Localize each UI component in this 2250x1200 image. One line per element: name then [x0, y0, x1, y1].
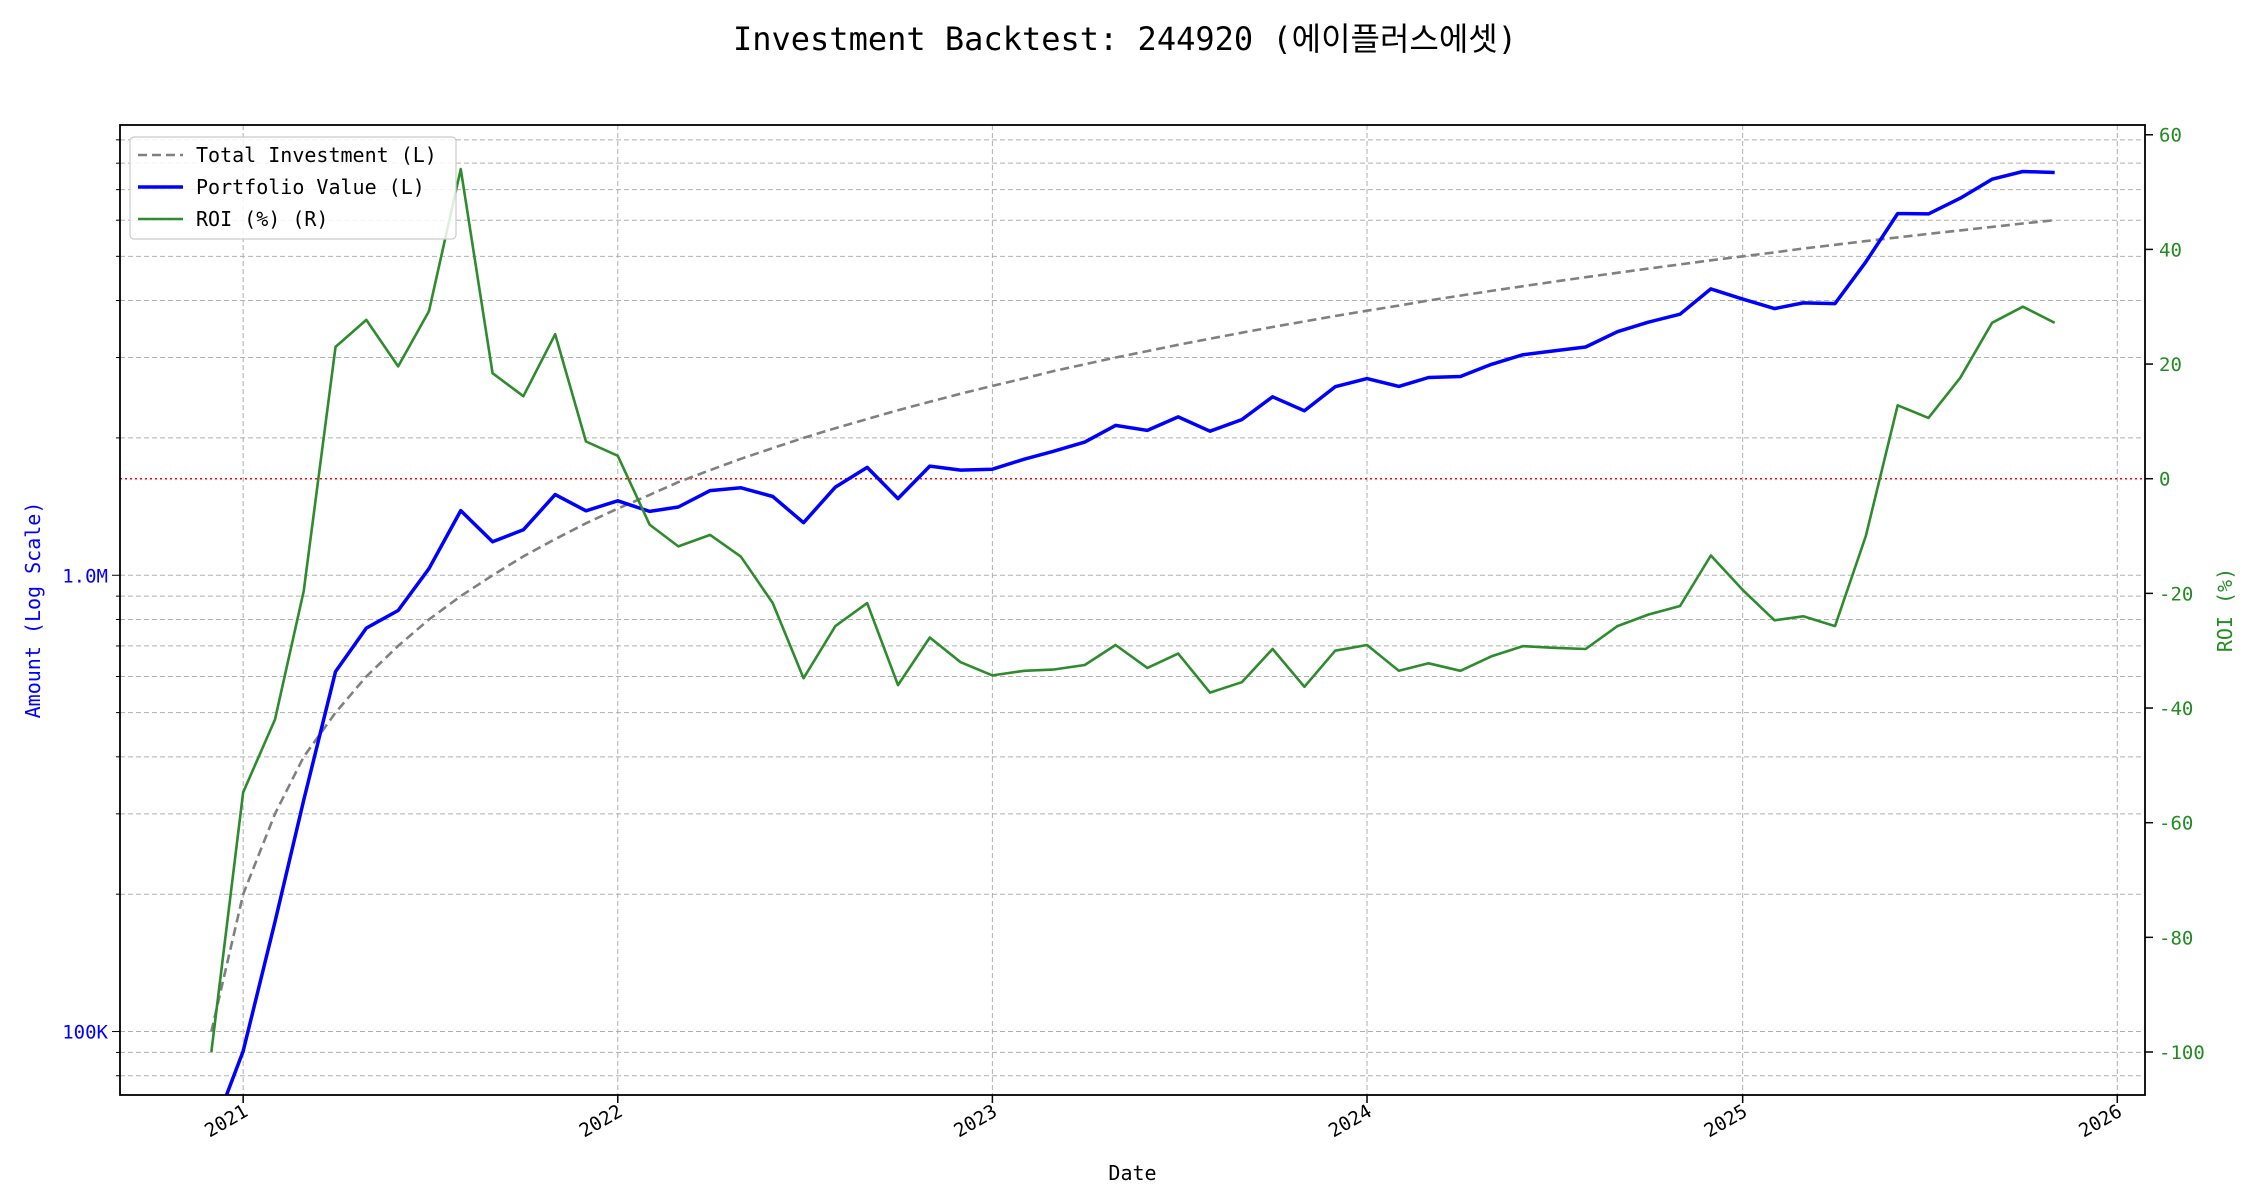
right-tick-label: 60 — [2159, 125, 2182, 147]
right-tick-label: -60 — [2159, 813, 2193, 835]
chart-title: Investment Backtest: 244920 (에이플러스에셋) — [732, 20, 1518, 58]
right-tick-label: 40 — [2159, 239, 2182, 261]
x-tick-label: 2025 — [1701, 1100, 1752, 1142]
x-axis-label: Date — [1108, 1161, 1156, 1185]
legend-label: Portfolio Value (L) — [196, 175, 425, 199]
right-tick-label: -40 — [2159, 698, 2193, 720]
legend-label: ROI (%) (R) — [196, 207, 328, 231]
right-tick-label: -20 — [2159, 583, 2193, 605]
total-investment-line — [210, 218, 2055, 1032]
right-axis-label: ROI (%) — [2213, 568, 2237, 652]
x-tick-label: 2022 — [576, 1100, 627, 1142]
left-tick-label: 1.0M — [62, 565, 108, 587]
x-tick-label: 2021 — [201, 1100, 252, 1142]
right-tick-label: 0 — [2159, 469, 2170, 491]
left-tick-label: 100K — [62, 1022, 108, 1044]
legend-label: Total Investment (L) — [196, 143, 437, 167]
x-tick-label: 2023 — [950, 1100, 1001, 1142]
right-tick-label: -80 — [2159, 927, 2193, 949]
x-tick-label: 2024 — [1325, 1100, 1376, 1142]
x-tick-label: 2026 — [2075, 1100, 2126, 1142]
right-tick-label: 20 — [2159, 354, 2182, 376]
left-axis-label: Amount (Log Scale) — [21, 502, 45, 719]
legend-box — [129, 136, 457, 240]
portfolio-value-line — [224, 169, 2055, 1095]
plot-frame — [119, 124, 2146, 1096]
roi-line — [210, 167, 2056, 1053]
right-tick-label: -100 — [2159, 1042, 2205, 1064]
